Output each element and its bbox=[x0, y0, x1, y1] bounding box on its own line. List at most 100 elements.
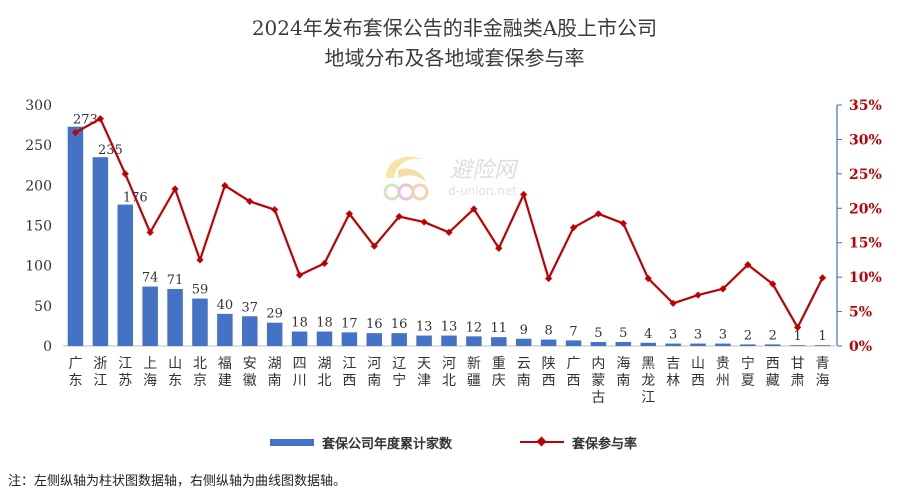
bar bbox=[789, 345, 806, 346]
line-point bbox=[818, 274, 827, 282]
legend-item-line: 套保参与率 bbox=[520, 432, 637, 452]
bar-data-label: 18 bbox=[316, 316, 333, 331]
line-point bbox=[246, 197, 254, 205]
bar bbox=[416, 335, 432, 346]
legend-item-bars: 套保公司年度累计家数 bbox=[270, 432, 452, 452]
x-tick-label: 北京 bbox=[193, 356, 207, 389]
y-right-tick-label: 0% bbox=[849, 339, 872, 355]
line-point bbox=[295, 271, 304, 279]
bar bbox=[92, 157, 109, 346]
x-tick-label: 重庆 bbox=[492, 356, 506, 389]
bar bbox=[665, 343, 681, 346]
x-tick-label: 青海 bbox=[816, 356, 830, 389]
y-left-tick-label: 50 bbox=[34, 299, 52, 315]
line-point bbox=[569, 223, 578, 232]
bar bbox=[491, 337, 507, 346]
bar-data-label: 5 bbox=[594, 326, 602, 341]
bar bbox=[316, 331, 333, 346]
line-point bbox=[470, 205, 478, 213]
x-tick-label: 新疆 bbox=[467, 356, 481, 389]
y-right-tick-label: 35% bbox=[849, 98, 882, 114]
bar bbox=[640, 342, 656, 346]
x-tick-label: 吉林 bbox=[666, 356, 680, 389]
line-point bbox=[445, 228, 453, 236]
x-tick-label: 河北 bbox=[442, 356, 456, 389]
bar-data-label: 273 bbox=[73, 113, 98, 128]
chart-title-line2: 地域分布及各地域套保参与率 bbox=[324, 46, 585, 70]
line-point bbox=[744, 261, 752, 269]
y-left-tick-label: 150 bbox=[25, 219, 52, 235]
line-point bbox=[594, 210, 603, 218]
x-tick-label: 河南 bbox=[367, 356, 381, 389]
bar-data-label: 74 bbox=[142, 271, 159, 286]
line-point bbox=[121, 170, 129, 178]
y-right-tick-label: 25% bbox=[849, 167, 882, 183]
bar bbox=[690, 343, 706, 346]
bar-data-label: 1 bbox=[818, 329, 826, 344]
bar-data-label: 2 bbox=[744, 328, 752, 343]
bar-data-label: 3 bbox=[719, 328, 727, 343]
bar-data-label: 40 bbox=[217, 298, 234, 313]
x-tick-label: 内蒙古 bbox=[591, 356, 605, 406]
x-tick-label: 江苏 bbox=[118, 356, 132, 389]
bar-data-label: 37 bbox=[242, 300, 259, 315]
bar-data-label: 3 bbox=[694, 328, 702, 343]
y-right-tick-label: 30% bbox=[849, 132, 882, 148]
y-right-tick-label: 20% bbox=[849, 201, 882, 217]
line-point bbox=[769, 280, 777, 288]
y-right-tick-label: 5% bbox=[849, 305, 872, 321]
y-left-tick-label: 0 bbox=[43, 339, 52, 355]
bar-data-label: 2 bbox=[769, 328, 777, 343]
bar-data-label: 3 bbox=[669, 328, 677, 343]
bar bbox=[565, 340, 582, 346]
bar bbox=[142, 286, 158, 346]
line-point bbox=[619, 219, 627, 228]
bar-data-label: 5 bbox=[619, 326, 627, 341]
bar-data-label: 13 bbox=[441, 320, 458, 335]
bar bbox=[715, 343, 731, 346]
x-tick-label: 福建 bbox=[218, 356, 232, 389]
bar-data-label: 17 bbox=[341, 316, 358, 331]
x-tick-label: 云南 bbox=[517, 356, 531, 389]
bar-data-label: 7 bbox=[569, 324, 577, 339]
bar bbox=[441, 335, 457, 346]
line-point bbox=[146, 228, 154, 236]
footnote: 注：左侧纵轴为柱状图数据轴，右侧纵轴为曲线图数据轴。 bbox=[8, 474, 347, 489]
x-tick-label: 四川 bbox=[293, 356, 307, 389]
bar bbox=[740, 344, 756, 346]
y-right-tick-label: 15% bbox=[849, 236, 882, 252]
bar bbox=[590, 341, 607, 346]
line-point bbox=[196, 256, 204, 264]
chart-area: 0 50 100 150 200 250 300 0% 5% 10% 15% 20% 25% 30% 35%… bbox=[25, 98, 882, 406]
bar-data-label: 235 bbox=[98, 143, 123, 158]
x-tick-label: 上海 bbox=[143, 356, 157, 389]
bar bbox=[366, 333, 383, 346]
bar bbox=[291, 331, 308, 346]
line-point bbox=[644, 274, 652, 283]
bar-data-label: 16 bbox=[391, 317, 408, 332]
line-point bbox=[271, 206, 279, 214]
line-point bbox=[719, 285, 727, 293]
x-tick-label: 海南 bbox=[616, 356, 630, 389]
line-point bbox=[420, 218, 428, 226]
line-point bbox=[221, 181, 229, 190]
line-point bbox=[520, 190, 528, 199]
x-tick-label: 湖南 bbox=[268, 356, 282, 389]
x-tick-label: 辽宁 bbox=[392, 356, 406, 389]
watermark-logo-icon bbox=[383, 156, 429, 201]
legend-label-bars: 套保公司年度累计家数 bbox=[322, 436, 453, 452]
bar-data-label: 59 bbox=[192, 283, 209, 298]
line-point bbox=[320, 259, 329, 267]
bar-data-label: 4 bbox=[644, 327, 652, 342]
bar-data-label: 13 bbox=[416, 320, 433, 335]
watermark: 避险网 d-union.net bbox=[378, 146, 538, 210]
y-right-tick-label: 10% bbox=[849, 270, 882, 286]
line-point bbox=[96, 115, 104, 123]
x-tick-label: 西藏 bbox=[766, 356, 780, 389]
bar bbox=[266, 322, 283, 346]
line-point bbox=[171, 185, 179, 193]
x-tick-label: 广东 bbox=[68, 356, 82, 389]
bar bbox=[242, 316, 258, 346]
bar bbox=[391, 333, 407, 346]
watermark-url: d-union.net bbox=[448, 184, 517, 198]
